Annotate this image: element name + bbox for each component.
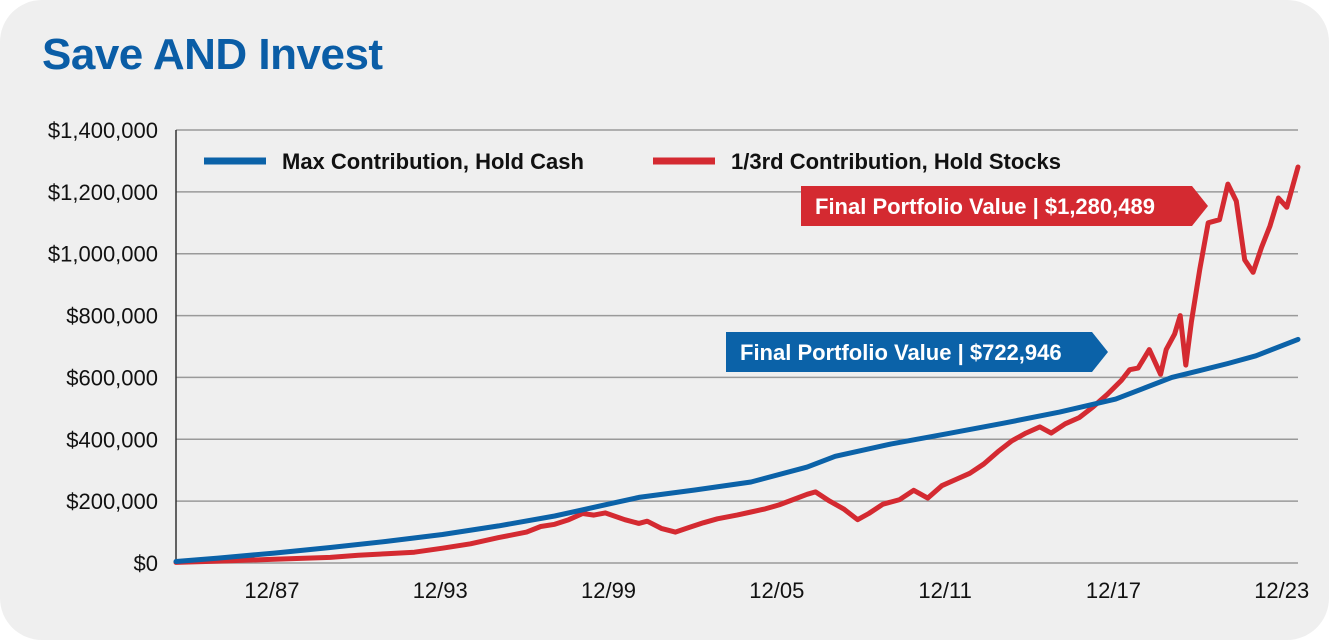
series-line-cash xyxy=(173,336,1301,564)
x-axis-ticks: 12/87 12/93 12/99 12/05 12/11 12/17 12/23 xyxy=(244,578,1309,603)
callout-label: Final Portfolio Value | $722,946 xyxy=(740,340,1062,365)
y-axis-ticks: $0 $200,000 $400,000 $600,000 $800,000 $1,000… xyxy=(48,118,158,576)
legend-item-stocks: 1/3rd Contribution, Hold Stocks xyxy=(653,149,1061,174)
callout-stocks-final-value: Final Portfolio Value | $1,280,489 xyxy=(801,186,1208,226)
x-tick-label: 12/17 xyxy=(1086,578,1141,603)
y-tick-label: $1,000,000 xyxy=(48,242,158,267)
legend-label: 1/3rd Contribution, Hold Stocks xyxy=(731,149,1061,174)
y-tick-label: $800,000 xyxy=(66,304,158,329)
y-tick-label: $1,200,000 xyxy=(48,180,158,205)
y-tick-label: $200,000 xyxy=(66,489,158,514)
x-tick-label: 12/93 xyxy=(413,578,468,603)
legend-item-cash: Max Contribution, Hold Cash xyxy=(204,149,584,174)
x-tick-label: 12/05 xyxy=(749,578,804,603)
y-tick-label: $0 xyxy=(134,551,158,576)
callout-cash-final-value: Final Portfolio Value | $722,946 xyxy=(726,332,1108,372)
y-tick-label: $1,400,000 xyxy=(48,118,158,143)
callouts: Final Portfolio Value | $1,280,489 Final … xyxy=(726,186,1208,372)
legend: Max Contribution, Hold Cash 1/3rd Contrib… xyxy=(204,149,1061,174)
callout-background xyxy=(726,332,1108,372)
legend-label: Max Contribution, Hold Cash xyxy=(282,149,584,174)
y-tick-label: $400,000 xyxy=(66,427,158,452)
x-tick-label: 12/87 xyxy=(244,578,299,603)
x-tick-label: 12/11 xyxy=(918,578,971,603)
y-tick-label: $600,000 xyxy=(66,365,158,390)
x-tick-label: 12/23 xyxy=(1254,578,1309,603)
series-line-stocks xyxy=(173,164,1301,565)
x-tick-label: 12/99 xyxy=(581,578,636,603)
callout-label: Final Portfolio Value | $1,280,489 xyxy=(815,194,1155,219)
callout-background xyxy=(801,186,1208,226)
series-lines xyxy=(173,164,1301,565)
chart-title: Save AND Invest xyxy=(42,30,383,79)
